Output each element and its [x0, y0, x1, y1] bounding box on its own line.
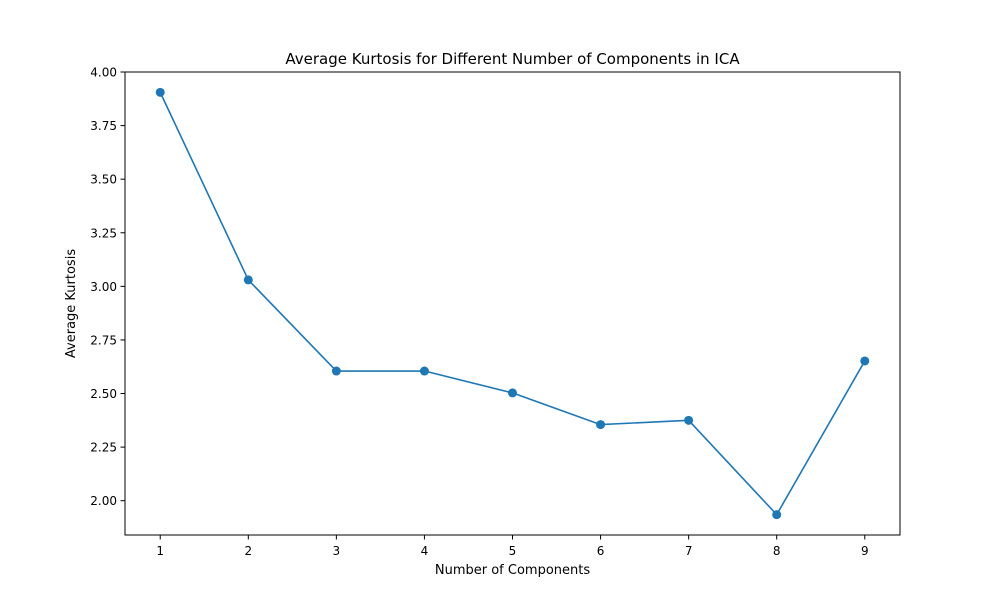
x-axis-label: Number of Components — [435, 563, 590, 578]
y-axis-label: Average Kurtosis — [64, 249, 79, 358]
data-point — [596, 420, 606, 430]
data-point — [684, 415, 694, 425]
plot-area-frame — [124, 71, 901, 536]
data-point — [508, 388, 517, 398]
x-tick-label: 2 — [244, 544, 252, 558]
y-tick-label: 2.25 — [90, 441, 117, 455]
x-axis-ticks: 1 2 3 4 5 6 7 8 9 — [156, 535, 869, 558]
chart-title: Average Kurtosis for Different Number of… — [285, 50, 740, 68]
x-tick-label: 6 — [597, 544, 605, 558]
x-tick-label: 1 — [156, 544, 164, 558]
data-point — [419, 366, 429, 376]
y-tick-label: 2.75 — [90, 333, 117, 347]
x-tick-label: 5 — [509, 544, 517, 558]
y-tick-label: 3.00 — [90, 280, 117, 294]
data-point — [772, 510, 782, 520]
y-tick-label: 3.25 — [90, 226, 117, 240]
x-tick-label: 4 — [421, 544, 429, 558]
y-tick-label: 4.00 — [90, 66, 117, 80]
series-layer — [155, 87, 870, 520]
data-point — [331, 366, 341, 376]
data-point — [243, 275, 253, 285]
x-tick-label: 3 — [333, 544, 341, 558]
x-tick-label: 7 — [685, 544, 693, 558]
y-tick-label: 2.50 — [90, 387, 117, 401]
x-tick-label: 8 — [773, 544, 781, 558]
series-line — [159, 92, 866, 516]
y-tick-label: 2.00 — [90, 494, 117, 508]
data-point — [155, 87, 165, 97]
y-axis-ticks: 2.00 2.25 2.50 2.75 3.00 3.25 3.50 3.75 4.00 — [90, 66, 125, 508]
y-tick-label: 3.50 — [90, 173, 117, 187]
x-tick-label: 9 — [861, 544, 869, 558]
y-tick-label: 3.75 — [90, 119, 117, 133]
data-point — [860, 356, 870, 366]
